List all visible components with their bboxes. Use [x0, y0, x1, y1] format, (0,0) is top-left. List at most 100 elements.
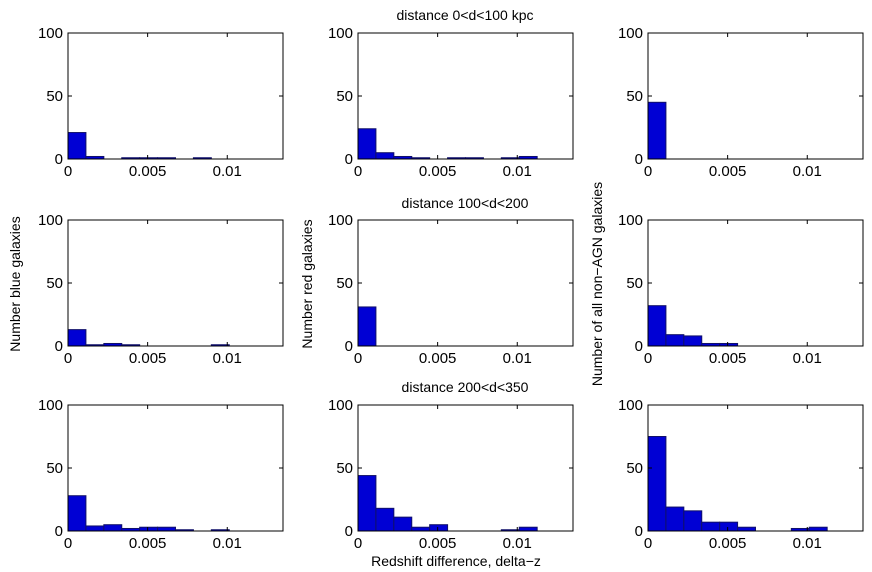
histogram-bar: [85, 525, 105, 532]
ylabel-red: Number red galaxies: [299, 219, 315, 348]
x-tick-label: 0.01: [503, 535, 532, 552]
ylabel-blue: Number blue galaxies: [7, 216, 23, 351]
x-tick-label: 0.005: [129, 350, 167, 367]
histogram-panel-r2-c1: 0 50 100 0 0.005 0.01: [38, 212, 284, 367]
ylabel-all-non-agn: Number of all non−AGN galaxies: [589, 182, 605, 386]
histogram-bar: [67, 132, 87, 160]
x-tick-label: 0.005: [709, 350, 747, 367]
histogram-bar: [139, 526, 159, 532]
y-tick-label: 100: [38, 397, 63, 414]
x-tick-label: 0.005: [129, 535, 167, 552]
histogram-bar: [665, 334, 685, 347]
x-tick-label: 0.01: [503, 350, 532, 367]
axes-box: [67, 32, 284, 160]
histogram-bar: [67, 329, 87, 347]
axes-box: [647, 219, 864, 347]
y-tick-label: 100: [618, 397, 643, 414]
y-tick-label: 50: [46, 275, 63, 292]
histogram-panel-r1-c2: 0 50 100 0 0.005 0.01: [328, 25, 574, 180]
x-tick-label: 0: [644, 163, 652, 180]
x-tick-label: 0.01: [503, 163, 532, 180]
y-tick-label: 50: [336, 88, 353, 105]
histogram-bar: [357, 128, 377, 160]
histogram-panel-r3-c2: 0 50 100 0 0.005 0.01: [328, 397, 574, 552]
x-tick-label: 0: [354, 535, 362, 552]
histogram-bar: [157, 526, 176, 532]
x-tick-label: 0.005: [709, 535, 747, 552]
y-tick-label: 0: [55, 523, 63, 540]
histogram-bar: [647, 101, 667, 160]
x-tick-label: 0.01: [213, 350, 242, 367]
row-title-3: distance 200<d<350: [402, 379, 529, 395]
x-tick-label: 0.005: [419, 535, 457, 552]
x-tick-label: 0: [64, 535, 72, 552]
axes-box: [67, 404, 284, 532]
row-title-2: distance 100<d<200: [402, 195, 529, 211]
histogram-bar: [683, 335, 703, 347]
x-tick-label: 0.005: [709, 163, 747, 180]
histogram-bar: [429, 524, 449, 532]
y-tick-label: 50: [626, 460, 643, 477]
y-tick-label: 0: [345, 338, 353, 355]
histogram-bar: [647, 305, 667, 347]
histogram-bar: [665, 506, 685, 532]
histogram-bar: [357, 475, 377, 532]
y-tick-label: 50: [626, 88, 643, 105]
x-tick-label: 0.01: [213, 163, 242, 180]
axes-box: [647, 32, 864, 160]
histogram-panel-r3-c1: 0 50 100 0 0.005 0.01: [38, 397, 284, 552]
y-tick-label: 50: [336, 275, 353, 292]
x-tick-label: 0.005: [419, 350, 457, 367]
x-tick-label: 0: [644, 350, 652, 367]
y-tick-label: 100: [618, 25, 643, 42]
y-tick-label: 0: [345, 523, 353, 540]
x-tick-label: 0.005: [129, 163, 167, 180]
y-tick-label: 0: [55, 151, 63, 168]
y-tick-label: 100: [38, 25, 63, 42]
x-tick-label: 0: [64, 163, 72, 180]
y-tick-label: 100: [38, 212, 63, 229]
histogram-panel-r2-c2: 0 50 100 0 0.005 0.01: [328, 212, 574, 367]
x-tick-label: 0: [354, 350, 362, 367]
histogram-bar: [808, 526, 828, 532]
y-tick-label: 50: [626, 275, 643, 292]
histogram-bar: [67, 495, 87, 532]
x-tick-label: 0.005: [419, 163, 457, 180]
histogram-bar: [375, 507, 395, 532]
histogram-bar: [518, 526, 538, 532]
histogram-bar: [375, 152, 395, 160]
y-tick-label: 50: [46, 88, 63, 105]
x-tick-label: 0.01: [793, 350, 822, 367]
histogram-panel-r1-c1: 0 50 100 0 0.005 0.01: [38, 25, 284, 180]
histogram-bar: [701, 521, 721, 532]
histogram-panel-r3-c3: 0 50 100 0 0.005 0.01: [618, 397, 864, 552]
histogram-bar: [719, 521, 739, 532]
y-tick-label: 100: [618, 212, 643, 229]
y-tick-label: 0: [345, 151, 353, 168]
y-tick-label: 0: [635, 523, 643, 540]
x-tick-label: 0.01: [213, 535, 242, 552]
histogram-bar: [103, 524, 123, 532]
x-tick-label: 0.01: [793, 535, 822, 552]
axes-box: [67, 219, 284, 347]
histogram-bar: [683, 510, 703, 532]
x-tick-label: 0: [354, 163, 362, 180]
axes-box: [357, 219, 574, 347]
y-tick-label: 50: [46, 460, 63, 477]
x-tick-label: 0: [64, 350, 72, 367]
histogram-bar: [737, 526, 756, 532]
y-tick-label: 50: [336, 460, 353, 477]
histogram-bar: [411, 526, 431, 532]
x-tick-label: 0.01: [793, 163, 822, 180]
histogram-panel-r2-c3: 0 50 100 0 0.005 0.01: [618, 212, 864, 367]
row-title-1: distance 0<d<100 kpc: [397, 7, 534, 23]
x-tick-label: 0: [644, 535, 652, 552]
y-tick-label: 0: [635, 338, 643, 355]
axes-box: [357, 32, 574, 160]
y-tick-label: 100: [328, 25, 353, 42]
y-tick-label: 100: [328, 212, 353, 229]
histogram-bar: [393, 516, 413, 532]
y-tick-label: 0: [55, 338, 63, 355]
histogram-bar: [647, 436, 667, 532]
